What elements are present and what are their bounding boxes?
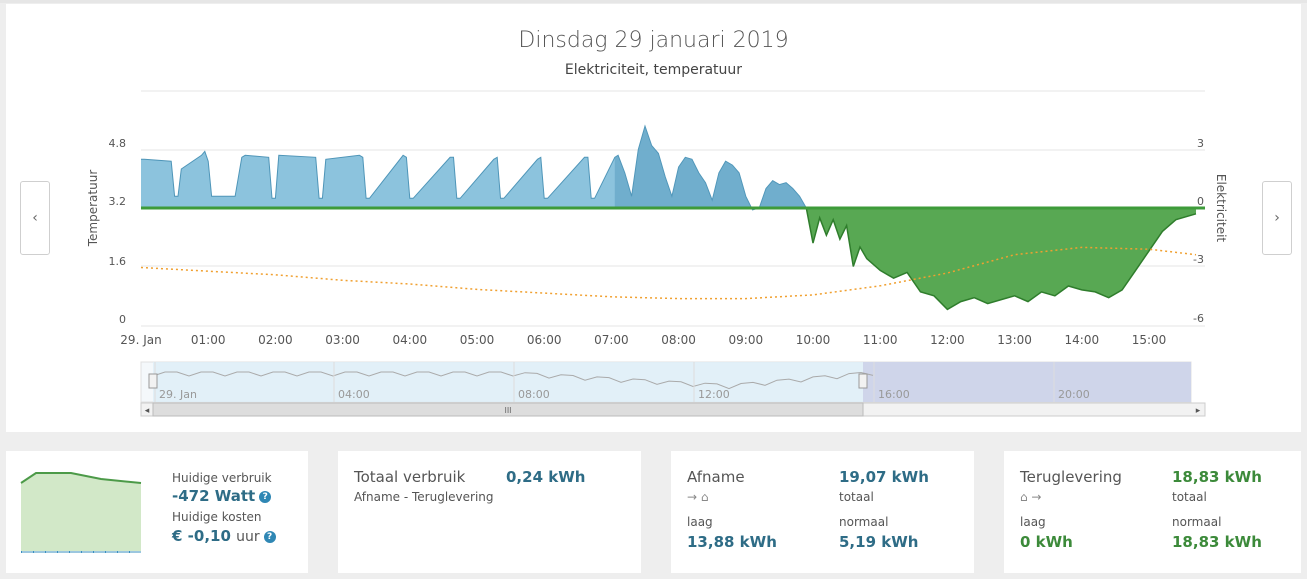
total-usage-card: Totaal verbruik 0,24 kWh Afname - Terugl… — [338, 451, 641, 573]
current-usage-value: -472 Watt? — [172, 487, 272, 505]
chart-areas — [140, 124, 1205, 311]
current-cost-number: € -0,10 — [172, 527, 231, 545]
help-icon[interactable]: ? — [263, 530, 276, 543]
series-afname-highlight — [614, 126, 807, 210]
scroll-left-arrow[interactable]: ◂ — [145, 406, 150, 416]
navigator[interactable]: 29. Jan 04:00 08:00 12:00 16:00 20:00 III ◂ ▸ — [140, 361, 1206, 417]
x-tick-label: 07:00 — [594, 333, 629, 347]
afname-card: Afname → ⌂ 19,07 kWh totaal laag 13,88 k… — [671, 451, 974, 573]
grid-to-home-icon: → ⌂ — [687, 490, 709, 504]
teruglevering-card: Teruglevering ⌂ → 18,83 kWh totaal laag … — [1004, 451, 1301, 573]
y-right-tick-label: -6 — [1193, 312, 1204, 325]
afname-normal-value: 5,19 kWh — [839, 533, 919, 551]
current-cost-label: Huidige kosten — [172, 510, 262, 524]
series-teruglevering-line — [805, 207, 1197, 311]
teruglevering-title: Teruglevering — [1020, 468, 1122, 486]
total-usage-title: Totaal verbruik — [354, 468, 466, 486]
teruglevering-total-value: 18,83 kWh — [1172, 468, 1262, 486]
x-tick-label: 15:00 — [1132, 333, 1167, 347]
x-tick-label: 08:00 — [661, 333, 696, 347]
x-tick-label: 29. Jan — [120, 333, 161, 347]
navigator-label: 08:00 — [518, 388, 550, 401]
main-chart: 29. Jan 01:00 02:00 03:00 04:00 05:00 06:00 07:… — [86, 90, 1228, 417]
top-border — [0, 0, 1307, 3]
navigator-label: 29. Jan — [159, 388, 197, 401]
teruglevering-low-label: laag — [1020, 515, 1046, 529]
y-left-tick-label: 0 — [119, 313, 126, 326]
current-usage-label: Huidige verbruik — [172, 471, 272, 485]
y-right-tick-label: 3 — [1197, 137, 1204, 150]
teruglevering-total-label: totaal — [1172, 490, 1207, 504]
total-usage-subtitle: Afname - Teruglevering — [354, 490, 494, 504]
current-usage-number: -472 Watt — [172, 487, 256, 505]
x-tick-label: 13:00 — [997, 333, 1032, 347]
total-usage-value: 0,24 kWh — [506, 468, 586, 486]
teruglevering-normal-value: 18,83 kWh — [1172, 533, 1262, 551]
afname-total-label: totaal — [839, 490, 874, 504]
x-tick-label: 09:00 — [729, 333, 764, 347]
x-tick-label: 04:00 — [393, 333, 428, 347]
x-tick-label: 02:00 — [258, 333, 293, 347]
x-tick-label: 10:00 — [796, 333, 831, 347]
afname-low-label: laag — [687, 515, 713, 529]
scrollbar-thumb[interactable] — [152, 402, 864, 417]
navigator-series — [152, 371, 874, 390]
x-tick-label: 06:00 — [527, 333, 562, 347]
navigator-mask — [863, 362, 1191, 402]
teruglevering-normal-label: normaal — [1172, 515, 1222, 529]
current-usage-sparkline — [20, 472, 142, 553]
next-day-button[interactable]: › — [1262, 181, 1292, 255]
scroll-right-arrow[interactable]: ▸ — [1196, 406, 1201, 416]
chart-title: Dinsdag 29 januari 2019 — [518, 28, 789, 53]
x-tick-label: 01:00 — [191, 333, 226, 347]
y-right-tick-label: -3 — [1193, 253, 1204, 266]
scrollbar-grip: III — [504, 406, 511, 415]
x-tick-label: 05:00 — [460, 333, 495, 347]
x-tick-label: 03:00 — [325, 333, 360, 347]
series-teruglevering-area — [806, 208, 1197, 310]
navigator-handle[interactable] — [858, 373, 868, 389]
help-icon[interactable]: ? — [259, 490, 272, 503]
current-cost-unit: uur — [236, 529, 260, 545]
chart-subtitle: Elektriciteit, temperatuur — [564, 62, 743, 78]
y-right-axis-label: Elektriciteit — [1214, 174, 1228, 243]
prev-day-button[interactable]: ‹ — [20, 181, 50, 255]
afname-normal-label: normaal — [839, 515, 889, 529]
afname-low-value: 13,88 kWh — [687, 533, 777, 551]
y-left-tick-label: 4.8 — [109, 137, 127, 150]
navigator-label: 04:00 — [338, 388, 370, 401]
series-temperature-line — [140, 246, 1197, 300]
navigator-label: 20:00 — [1058, 388, 1090, 401]
y-left-tick-label: 3.2 — [109, 195, 127, 208]
y-left-axis-label: Temperatuur — [86, 170, 100, 248]
navigator-label: 12:00 — [698, 388, 730, 401]
home-to-grid-icon: ⌂ → — [1020, 490, 1042, 504]
x-tick-label: 12:00 — [930, 333, 965, 347]
afname-title: Afname — [687, 468, 745, 486]
current-usage-card: Huidige verbruik -472 Watt? Huidige kost… — [6, 451, 308, 573]
x-tick-label: 14:00 — [1065, 333, 1100, 347]
navigator-selected-range — [153, 362, 863, 402]
y-right-tick-label: 0 — [1197, 195, 1204, 208]
current-cost-value: € -0,10 uur? — [172, 527, 276, 545]
series-afname-line — [141, 124, 807, 211]
y-left-tick-label: 1.6 — [109, 255, 127, 268]
tick-labels: 29. Jan 01:00 02:00 03:00 04:00 05:00 06:00 07:… — [109, 137, 1205, 347]
navigator-handle[interactable] — [148, 373, 158, 389]
teruglevering-low-value: 0 kWh — [1020, 533, 1073, 551]
navigator-label: 16:00 — [878, 388, 910, 401]
x-tick-label: 11:00 — [863, 333, 898, 347]
afname-total-value: 19,07 kWh — [839, 468, 929, 486]
